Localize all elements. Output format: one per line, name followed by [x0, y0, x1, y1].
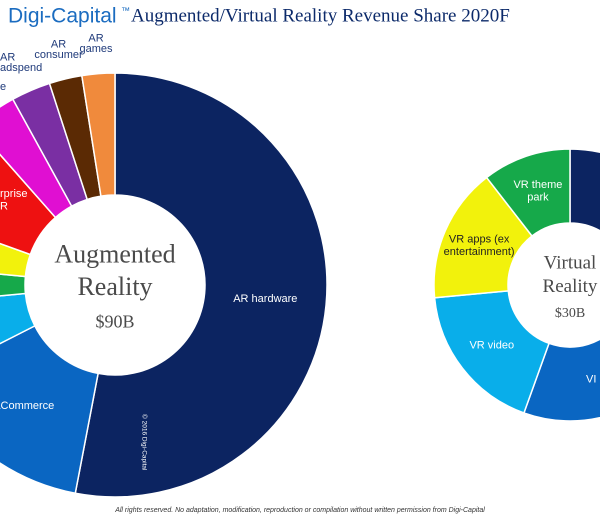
donut-segment	[80, 72, 116, 197]
segment-label-line: adspend	[0, 62, 42, 74]
center-label: Augmented	[54, 239, 175, 268]
segment-label-line: park	[527, 192, 549, 204]
segment-label-line: AR hardware	[233, 293, 297, 305]
chart-title: Augmented/Virtual Reality Revenue Share …	[131, 5, 510, 26]
segment-label: e	[0, 81, 6, 93]
donut-segment	[74, 72, 328, 498]
donut: VI VR video VR apps (ex entertainment) VR th…	[433, 148, 600, 422]
segment-label: VI	[586, 374, 596, 386]
center-label: Reality	[543, 276, 598, 297]
logo-mark: ™	[121, 5, 130, 15]
logo: Digi-Capital	[8, 5, 117, 28]
segment-label-line: VI	[586, 374, 596, 386]
center-total: $30B	[555, 306, 585, 321]
segment-label: VR apps (ex entertainment)	[444, 233, 515, 258]
segment-label-line: e	[0, 81, 6, 93]
segment-label-line: VR video	[469, 340, 514, 352]
center-label: Virtual	[544, 252, 597, 273]
watermark: © 2016 Digi-Capital	[140, 414, 148, 471]
center-label: Reality	[77, 272, 152, 301]
segment-label: VR theme park	[513, 179, 562, 204]
segment-label-line: rprise	[0, 188, 28, 200]
segment-label-line: aCommerce	[0, 400, 54, 412]
donut-segment	[569, 148, 600, 232]
segment-label-line: entertainment)	[444, 246, 515, 258]
center-total: $90B	[95, 312, 134, 332]
donut-segment	[0, 324, 100, 495]
segment-label: AR adspend	[0, 52, 42, 74]
segment-label: AR hardware	[233, 293, 297, 305]
segment-label-line: VR apps (ex	[449, 233, 510, 245]
segment-label: rprise R	[0, 188, 28, 213]
segment-label-line: AR	[51, 38, 66, 50]
donut-segment	[0, 153, 57, 256]
segment-label: AR consumer	[34, 38, 83, 60]
donut-segment	[433, 290, 550, 414]
segment-label: AR games	[79, 32, 113, 54]
segment-label-line: games	[79, 43, 113, 55]
segment-label-line: consumer	[34, 49, 83, 61]
donut-segment	[433, 176, 534, 299]
donut-segment	[522, 338, 600, 422]
segment-label: VR video	[469, 340, 514, 352]
footer: All rights reserved. No adaptation, modi…	[114, 507, 485, 514]
donut-segment	[0, 292, 36, 345]
segment-label-line: AR	[88, 32, 103, 44]
segment-label-line: R	[0, 200, 8, 212]
segment-label-line: VR theme	[513, 179, 562, 191]
segment-label-line: AR	[0, 52, 15, 64]
donut-segment	[485, 148, 571, 238]
segment-label: aCommerce	[0, 400, 54, 412]
